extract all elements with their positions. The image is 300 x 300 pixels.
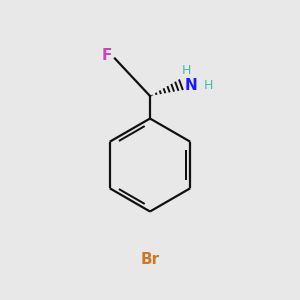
Text: N: N	[184, 78, 197, 93]
Text: H: H	[204, 79, 213, 92]
Text: Br: Br	[140, 252, 160, 267]
Text: H: H	[181, 64, 191, 77]
Text: F: F	[101, 48, 112, 63]
